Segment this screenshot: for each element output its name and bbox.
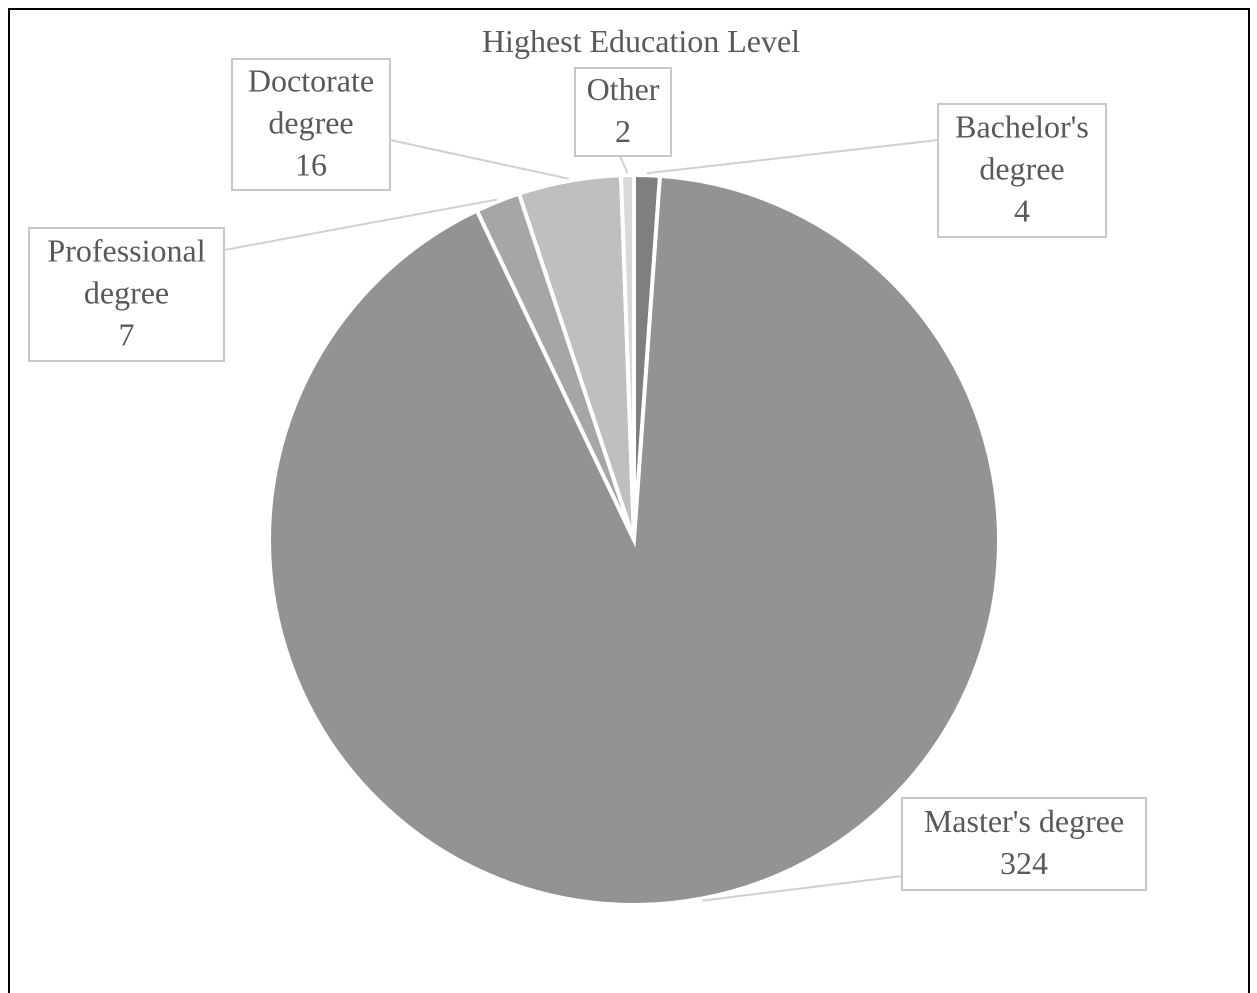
data-label-value: 7 [119,317,135,353]
leader-line [223,198,498,251]
data-label-box [231,58,391,191]
data-label-value: 4 [1014,193,1030,229]
pie-slice-other [618,172,636,541]
pie-slices [267,172,1001,907]
data-label-category: degree [979,151,1064,187]
data-label-category: Other [587,71,660,107]
leader-line [389,139,570,180]
data-label-box [901,797,1147,891]
data-label-category: Master's degree [924,803,1124,839]
data-label-box [937,103,1107,238]
data-label-value: 16 [295,147,327,183]
pie-slice-master-s-degree [267,173,1001,907]
data-label-category: degree [268,105,353,141]
data-labels: Bachelor's degree 4 Master's degree 324 Profe… [28,58,1147,891]
data-label-box [28,227,225,362]
data-label-box [574,67,672,157]
data-label-category: Professional [47,233,205,269]
leader-lines [223,139,939,902]
data-label-category: Doctorate [248,63,374,99]
data-label-category: Bachelor's [955,109,1089,145]
leader-line [702,875,903,902]
data-label-value: 2 [615,113,631,149]
data-label-value: 324 [1000,845,1048,881]
chart-title: Highest Education Level [482,23,800,59]
leader-line [646,139,939,175]
data-label-category: degree [84,275,169,311]
leader-line [619,155,629,174]
